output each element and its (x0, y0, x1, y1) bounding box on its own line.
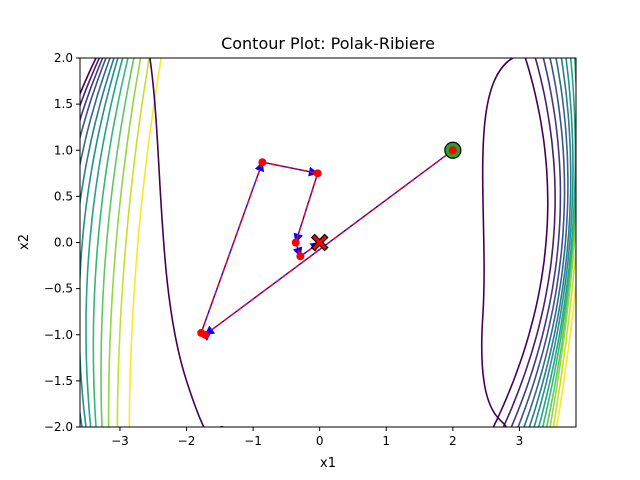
contour-line (80, 58, 115, 427)
contour-line (480, 58, 514, 427)
y-tick-label: 0.0 (54, 236, 73, 250)
plot-area (79, 57, 577, 428)
x-tick-label: −2 (178, 434, 196, 448)
y-tick-label: 1.5 (54, 97, 73, 111)
path-point (448, 146, 457, 155)
path-point (313, 169, 322, 178)
contour-line (492, 58, 549, 427)
x-axis: −3 −2 −1 0 1 2 3 (111, 427, 523, 448)
path-point (291, 238, 300, 247)
contour-line (107, 58, 142, 427)
x-tick-label: 3 (516, 434, 524, 448)
contour-line (533, 58, 574, 427)
path-segment (295, 173, 319, 243)
x-tick-label: 2 (449, 434, 457, 448)
contour-line (80, 58, 111, 169)
contour-line (537, 58, 576, 427)
path-segment (200, 162, 264, 334)
y-tick-label: −1.0 (44, 328, 73, 342)
optimum-marker (310, 233, 329, 252)
y-tick-label: 0.5 (54, 189, 73, 203)
x-tick-label: 0 (316, 434, 324, 448)
optimization-path (200, 149, 454, 342)
y-axis-label: x2 (17, 234, 32, 250)
chart-title: Contour Plot: Polak-Ribiere (221, 34, 435, 53)
contour-line (149, 58, 224, 427)
contour-line (523, 58, 569, 427)
path-segment (204, 149, 454, 336)
y-tick-label: 1.0 (54, 143, 73, 157)
contour-line (92, 58, 129, 427)
x-tick-label: −3 (111, 434, 129, 448)
path-point (296, 252, 305, 261)
contour-line (100, 58, 135, 427)
contour-line (80, 58, 107, 141)
contour-line (85, 58, 124, 427)
contour-line (549, 213, 576, 427)
y-axis: −2.0 −1.5 −1.0 −0.5 0.0 0.5 1.0 1.5 2.0 (44, 51, 80, 434)
path-points (197, 141, 462, 339)
path-point (258, 158, 267, 167)
y-tick-label: −1.5 (44, 374, 73, 388)
contour-line (555, 276, 576, 427)
contour-line (116, 58, 150, 427)
x-tick-label: 1 (382, 434, 390, 448)
y-tick-label: −2.0 (44, 420, 73, 434)
path-point (197, 328, 206, 337)
contour-line (128, 58, 162, 427)
x-tick-label: −1 (244, 434, 262, 448)
contour-line (552, 241, 576, 427)
contour-line (517, 58, 566, 427)
contour-line (510, 58, 562, 427)
y-tick-label: 2.0 (54, 51, 73, 65)
contour-line (541, 58, 576, 427)
contour-line (502, 58, 556, 427)
contour-line (528, 58, 572, 427)
x-axis-label: x1 (320, 456, 336, 471)
path-segment (262, 161, 318, 174)
y-tick-label: −0.5 (44, 282, 73, 296)
